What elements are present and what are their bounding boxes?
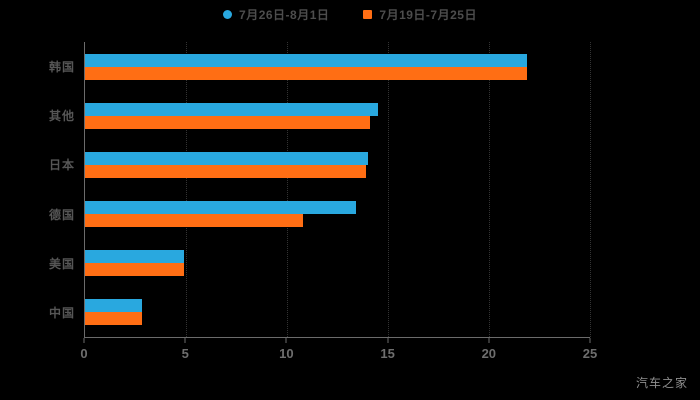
bar-series2-category2[interactable]	[85, 115, 370, 129]
y-axis-label-3: 日本	[48, 158, 75, 173]
bars-4	[85, 201, 590, 228]
bar-series2-category1[interactable]	[85, 66, 528, 80]
x-axis-tick-5	[184, 338, 186, 343]
legend-label-week-current: 7月26日-8月1日	[239, 8, 330, 22]
bar-series1-category4[interactable]	[85, 201, 356, 215]
bar-series1-category3[interactable]	[85, 151, 368, 165]
bars-5	[85, 250, 590, 277]
y-axis-label-2: 其他	[48, 109, 75, 124]
bars-2	[85, 102, 590, 129]
bar-group-5: 美国	[49, 239, 590, 288]
bars-3	[85, 151, 590, 178]
x-axis-tick-15	[387, 338, 389, 343]
watermark: 汽车之家	[635, 376, 688, 390]
bar-series1-category6[interactable]	[85, 299, 142, 313]
x-axis: 0 5 10 15 20 25	[80, 338, 597, 362]
y-axis-label-1: 韩国	[48, 60, 75, 75]
gridline-5	[186, 42, 187, 337]
x-axis-tick-label-5: 5	[181, 346, 189, 361]
bar-group-1: 韩国	[49, 42, 590, 91]
bar-series2-category6[interactable]	[85, 312, 142, 326]
bar-group-3: 日本	[49, 140, 590, 189]
legend-square-marker-icon	[363, 10, 373, 19]
bar-group-2: 其他	[49, 91, 590, 140]
gridline-20	[489, 42, 490, 337]
x-axis-tick-10	[285, 338, 287, 343]
bars-6	[85, 299, 590, 326]
gridline-25	[590, 42, 591, 337]
legend-item-week-previous[interactable]: 7月19日-7月25日	[363, 6, 477, 23]
legend-circle-marker-icon	[223, 10, 233, 19]
x-axis-tick-label-20: 20	[481, 346, 497, 361]
bar-series1-category2[interactable]	[85, 102, 378, 116]
y-axis-label-4: 德国	[48, 207, 75, 222]
y-axis-label-5: 美国	[48, 256, 75, 271]
bar-group-4: 德国	[49, 189, 590, 238]
bar-series1-category5[interactable]	[85, 250, 184, 264]
bar-series2-category3[interactable]	[85, 164, 366, 178]
bar-series2-category4[interactable]	[85, 214, 304, 228]
bars-1	[85, 53, 590, 80]
bar-group-6: 中国	[49, 288, 590, 337]
legend-label-week-previous: 7月19日-7月25日	[379, 8, 477, 22]
x-axis-tick-label-0: 0	[80, 346, 88, 361]
x-axis-tick-label-15: 15	[380, 346, 395, 361]
x-axis-tick-label-10: 10	[279, 346, 294, 361]
y-axis-label-6: 中国	[48, 305, 75, 320]
gridline-15	[388, 42, 389, 337]
legend: 7月26日-8月1日 7月19日-7月25日	[0, 6, 700, 23]
x-axis-tick-20	[488, 338, 490, 343]
bar-series2-category5[interactable]	[85, 263, 184, 277]
x-axis-tick-label-25: 25	[582, 346, 598, 361]
x-axis-tick-0	[83, 338, 85, 343]
bar-series1-category1[interactable]	[85, 53, 528, 67]
bar-chart-plot-area: 韩国其他日本德国美国中国	[49, 42, 591, 338]
legend-item-week-current[interactable]: 7月26日-8月1日	[223, 6, 329, 23]
x-axis-tick-25	[589, 338, 591, 343]
gridline-10	[287, 42, 288, 337]
